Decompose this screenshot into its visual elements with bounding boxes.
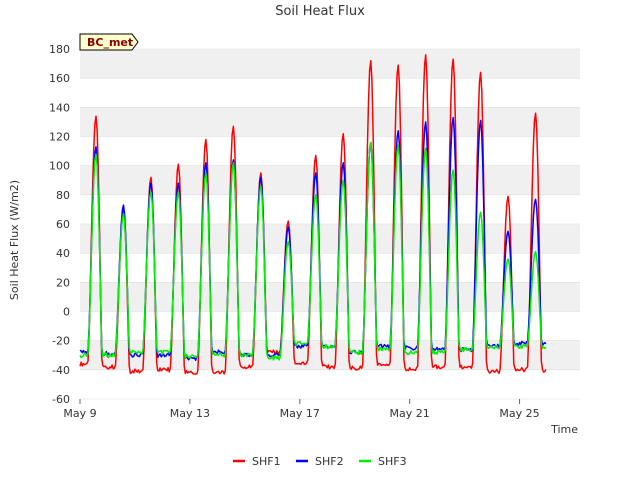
x-tick-label: May 25	[499, 407, 539, 420]
y-tick-label: 20	[56, 276, 70, 289]
y-tick-label: 140	[49, 101, 70, 114]
y-tick-label: -20	[52, 335, 70, 348]
legend-label: SHF1	[252, 455, 281, 468]
y-tick-label: 0	[63, 306, 70, 319]
y-tick-label: 180	[49, 43, 70, 56]
grid-band	[80, 136, 580, 166]
grid-band	[80, 78, 580, 108]
grid-band	[80, 194, 580, 224]
chart-title: Soil Heat Flux	[275, 4, 365, 19]
y-axis-ticks: -60 -40 -20 0 20 40 60 80 100 120 140 160 180	[49, 43, 70, 406]
grid-band	[80, 165, 580, 195]
legend-item-shf3: SHF3	[359, 455, 407, 468]
plot-background-bands	[80, 48, 580, 400]
legend: SHF1 SHF2 SHF3	[233, 455, 407, 468]
y-tick-label: 80	[56, 189, 70, 202]
y-tick-label: -40	[52, 364, 70, 377]
x-tick-label: May 21	[390, 407, 430, 420]
grid-band	[80, 49, 580, 79]
y-tick-label: 60	[56, 218, 70, 231]
grid-band	[80, 282, 580, 312]
x-tick-label: May 17	[280, 407, 320, 420]
y-tick-label: 160	[49, 72, 70, 85]
grid-band	[80, 253, 580, 283]
x-tick-label: May 9	[63, 407, 96, 420]
grid-band	[80, 107, 580, 137]
legend-label: SHF2	[315, 455, 344, 468]
series-line-shf3	[79, 141, 547, 361]
legend-item-shf1: SHF1	[233, 455, 281, 468]
legend-item-shf2: SHF2	[296, 455, 344, 468]
site-badge-label: BC_met	[87, 36, 133, 49]
y-tick-label: -60	[52, 393, 70, 406]
site-badge: BC_met	[79, 33, 139, 51]
x-tick-label: May 13	[170, 407, 210, 420]
series-lines	[79, 54, 547, 375]
legend-label: SHF3	[378, 455, 407, 468]
x-axis-ticks: May 9 May 13 May 17 May 21 May 25	[63, 399, 540, 420]
grid-band	[80, 369, 580, 399]
y-tick-label: 40	[56, 247, 70, 260]
series-line-shf2	[79, 116, 547, 361]
y-tick-label: 100	[49, 160, 70, 173]
grid-band	[80, 224, 580, 254]
grid-band	[80, 311, 580, 341]
y-axis-label: Soil Heat Flux (W/m2)	[8, 180, 21, 300]
x-axis-label: Time	[550, 423, 578, 436]
y-tick-label: 120	[49, 131, 70, 144]
